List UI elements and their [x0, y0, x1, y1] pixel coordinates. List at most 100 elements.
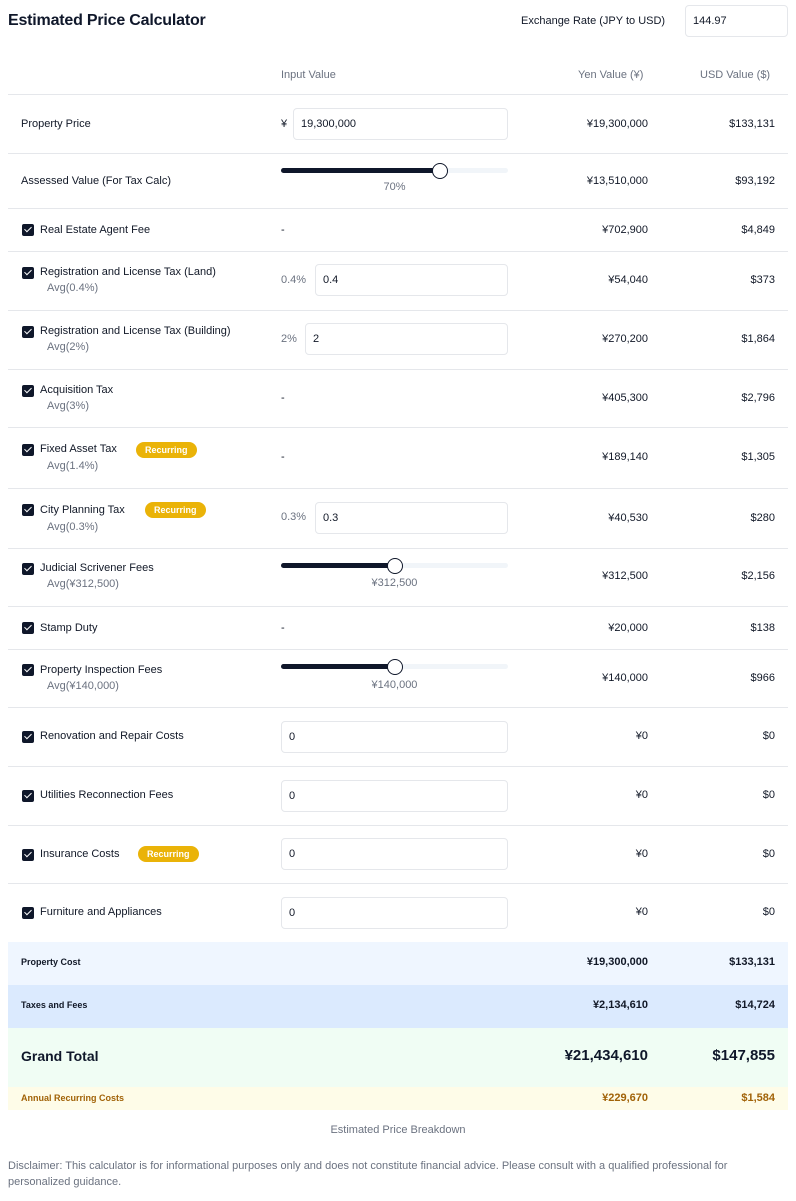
- grand-total-yen: ¥21,434,610: [564, 1047, 648, 1064]
- reg-tax-land-input[interactable]: [315, 264, 508, 296]
- assessed-value-yen: ¥13,510,000: [586, 175, 648, 187]
- utilities-checkbox[interactable]: [22, 790, 34, 802]
- agent-fee-label: Real Estate Agent Fee: [40, 224, 151, 236]
- summary-taxes-fees: Taxes and Fees ¥2,134,610 $14,724: [8, 985, 788, 1028]
- recurring-badge: Recurring: [136, 442, 197, 458]
- fixed-asset-tax-input-placeholder: -: [281, 451, 285, 463]
- exchange-rate-label: Exchange Rate (JPY to USD): [521, 15, 666, 27]
- column-header-usd: USD Value ($): [700, 69, 771, 81]
- renovation-usd: $0: [762, 730, 775, 742]
- row-acquisition-tax: Acquisition Tax Avg(3%) - ¥405,300 $2,79…: [8, 370, 788, 428]
- renovation-label: Renovation and Repair Costs: [40, 730, 184, 742]
- acquisition-tax-avg: Avg(3%): [47, 400, 89, 412]
- slider-fill: [281, 563, 395, 568]
- row-scrivener-fees: Judicial Scrivener Fees Avg(¥312,500) ¥3…: [8, 549, 788, 607]
- city-planning-tax-input[interactable]: [315, 502, 508, 534]
- reg-tax-building-usd: $1,864: [741, 333, 775, 345]
- agent-fee-input-placeholder: -: [281, 224, 285, 236]
- recurring-label: Annual Recurring Costs: [21, 1093, 125, 1103]
- inspection-fees-usd: $966: [750, 672, 775, 684]
- insurance-input[interactable]: [281, 838, 508, 870]
- renovation-input[interactable]: [281, 721, 508, 753]
- reg-tax-land-checkbox[interactable]: [22, 267, 34, 279]
- assessed-value-label: Assessed Value (For Tax Calc): [21, 175, 171, 187]
- scrivener-fees-yen: ¥312,500: [602, 570, 648, 582]
- row-city-planning-tax: City Planning Tax Recurring Avg(0.3%) 0.…: [8, 489, 788, 549]
- scrivener-fees-slider-value: ¥312,500: [371, 577, 418, 589]
- acquisition-tax-input-placeholder: -: [281, 392, 285, 404]
- reg-tax-land-label: Registration and License Tax (Land): [40, 266, 216, 278]
- insurance-label: Insurance Costs: [40, 848, 120, 860]
- taxes-fees-yen: ¥2,134,610: [592, 999, 648, 1011]
- slider-thumb[interactable]: [387, 659, 403, 675]
- recurring-badge: Recurring: [145, 502, 206, 518]
- inspection-fees-slider[interactable]: [281, 659, 508, 675]
- furniture-input[interactable]: [281, 897, 508, 929]
- acquisition-tax-label: Acquisition Tax: [40, 384, 114, 396]
- renovation-yen: ¥0: [635, 730, 648, 742]
- exchange-rate-input[interactable]: [685, 5, 788, 37]
- row-renovation: Renovation and Repair Costs ¥0 $0: [8, 708, 788, 767]
- reg-tax-building-avg: Avg(2%): [47, 341, 89, 353]
- furniture-checkbox[interactable]: [22, 907, 34, 919]
- scrivener-fees-checkbox[interactable]: [22, 563, 34, 575]
- assessed-value-slider[interactable]: [281, 163, 508, 179]
- row-agent-fee: Real Estate Agent Fee - ¥702,900 $4,849: [8, 209, 788, 252]
- city-planning-tax-percent: 0.3%: [281, 511, 307, 523]
- slider-thumb[interactable]: [387, 558, 403, 574]
- page-title: Estimated Price Calculator: [8, 12, 206, 29]
- reg-tax-building-label: Registration and License Tax (Building): [40, 325, 231, 337]
- inspection-fees-label: Property Inspection Fees: [40, 664, 163, 676]
- assessed-value-usd: $93,192: [735, 175, 775, 187]
- insurance-checkbox[interactable]: [22, 849, 34, 861]
- summary-grand-total: Grand Total ¥21,434,610 $147,855: [8, 1028, 788, 1087]
- inspection-fees-yen: ¥140,000: [602, 672, 648, 684]
- stamp-duty-checkbox[interactable]: [22, 622, 34, 634]
- disclaimer: Disclaimer: This calculator is for infor…: [8, 1160, 728, 1188]
- reg-tax-land-percent: 0.4%: [281, 274, 307, 286]
- reg-tax-building-checkbox[interactable]: [22, 326, 34, 338]
- fixed-asset-tax-yen: ¥189,140: [602, 451, 648, 463]
- reg-tax-building-yen: ¥270,200: [602, 333, 648, 345]
- inspection-fees-slider-value: ¥140,000: [371, 679, 418, 691]
- row-insurance: Insurance Costs Recurring ¥0 $0: [8, 826, 788, 884]
- reg-tax-building-input[interactable]: [305, 323, 508, 355]
- furniture-yen: ¥0: [635, 906, 648, 918]
- recurring-yen: ¥229,670: [602, 1092, 648, 1104]
- fixed-asset-tax-checkbox[interactable]: [22, 444, 34, 456]
- row-assessed-value: Assessed Value (For Tax Calc) 70% ¥13,51…: [8, 154, 788, 209]
- utilities-label: Utilities Reconnection Fees: [40, 789, 174, 801]
- property-price-label: Property Price: [21, 118, 91, 130]
- recurring-usd: $1,584: [741, 1092, 775, 1104]
- city-planning-tax-usd: $280: [750, 512, 775, 524]
- furniture-usd: $0: [762, 906, 775, 918]
- scrivener-fees-slider[interactable]: [281, 558, 508, 574]
- slider-thumb[interactable]: [432, 163, 448, 179]
- utilities-yen: ¥0: [635, 789, 648, 801]
- insurance-yen: ¥0: [635, 848, 648, 860]
- row-reg-tax-building: Registration and License Tax (Building) …: [8, 311, 788, 370]
- city-planning-tax-yen: ¥40,530: [608, 512, 648, 524]
- inspection-fees-checkbox[interactable]: [22, 664, 34, 676]
- cost-table: Property Price ¥ ¥19,300,000 $133,131 As…: [8, 94, 788, 943]
- scrivener-fees-label: Judicial Scrivener Fees: [40, 562, 154, 574]
- stamp-duty-usd: $138: [750, 622, 775, 634]
- yen-prefix: ¥: [281, 118, 288, 130]
- property-price-input[interactable]: [293, 108, 508, 140]
- agent-fee-checkbox[interactable]: [22, 224, 34, 236]
- fixed-asset-tax-avg: Avg(1.4%): [47, 460, 99, 472]
- renovation-checkbox[interactable]: [22, 731, 34, 743]
- grand-total-usd: $147,855: [712, 1047, 775, 1064]
- fixed-asset-tax-usd: $1,305: [741, 451, 775, 463]
- summary-property-cost: Property Cost ¥19,300,000 $133,131: [8, 942, 788, 985]
- city-planning-tax-checkbox[interactable]: [22, 504, 34, 516]
- assessed-value-percent: 70%: [383, 181, 406, 193]
- reg-tax-building-percent: 2%: [281, 333, 297, 345]
- grand-total-label: Grand Total: [21, 1048, 99, 1064]
- reg-tax-land-avg: Avg(0.4%): [47, 282, 99, 294]
- utilities-input[interactable]: [281, 780, 508, 812]
- header: Estimated Price Calculator Exchange Rate…: [0, 0, 796, 44]
- stamp-duty-input-placeholder: -: [281, 622, 285, 634]
- acquisition-tax-checkbox[interactable]: [22, 385, 34, 397]
- city-planning-tax-avg: Avg(0.3%): [47, 521, 99, 533]
